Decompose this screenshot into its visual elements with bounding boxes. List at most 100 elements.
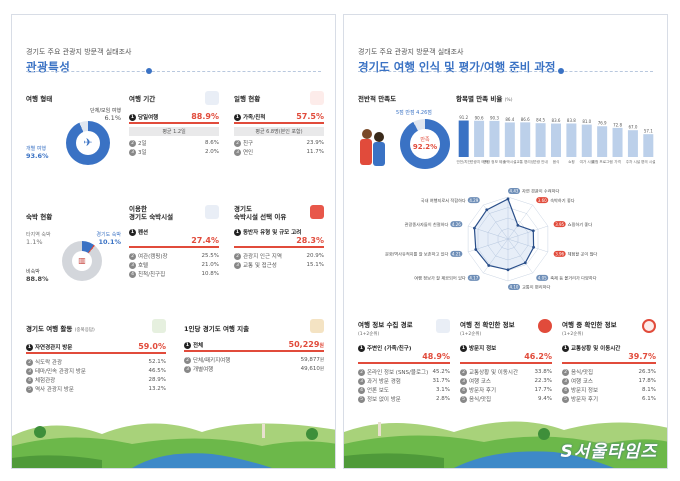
radar-axis [483, 238, 509, 274]
bar-value-label: 83.8 [567, 118, 576, 123]
list-item: 2 친구 23.9% [234, 138, 324, 147]
item-label: 여행 코스 [571, 378, 593, 385]
activity-rows: 2 식도락 관광 52.1% 3 테마/민속 관광지 방문 46.5% 4 체험관광 28.9%… [26, 357, 166, 393]
no-stay-label: 비숙박 88.8% [26, 269, 49, 283]
item-label: 방문자 후기 [571, 396, 599, 403]
item-unit: 원 [319, 366, 324, 372]
item-value: 46.5% [148, 367, 166, 374]
hotel-icon [205, 205, 219, 219]
rank-badge: 3 [129, 261, 136, 269]
item-label: 3일 [138, 149, 147, 156]
list-item: 3 여행 코스 17.8% [562, 376, 656, 385]
item-label: 단체/패키지여행 [193, 357, 231, 364]
lodging-top-value: 27.4% [191, 236, 219, 245]
airplane-icon: ✈ [83, 136, 93, 149]
item-value: 17.7% [534, 386, 552, 393]
location-pin-icon [538, 319, 552, 333]
item-value: 31.7% [432, 377, 450, 384]
gyeonggi-stay-label: 경기도 숙박 10.1% [96, 232, 121, 246]
radar-point [487, 264, 491, 267]
list-item: 4 방문지 정보 8.1% [562, 385, 656, 394]
radar-point [523, 261, 527, 265]
calendar-icon [205, 91, 219, 105]
during-trip-rows: 2 음식/맛집 26.3% 3 여행 코스 17.8% 4 방문지 정보 8.1% 5 방문자 후기… [562, 367, 656, 403]
rank-badge: 3 [562, 377, 569, 385]
radar-value-label: 3.96 [555, 251, 564, 256]
bar-category-label: 가격 [614, 159, 621, 164]
lodging-title: 이용한 경기도 숙박시설 [129, 205, 174, 221]
rank-badge: 4 [460, 386, 467, 394]
radar-value-pill [467, 197, 480, 204]
people-icon [310, 91, 324, 105]
radar-value-pill [508, 284, 520, 290]
item-value: 49,610 [300, 365, 320, 372]
reason-top-bar [234, 246, 324, 248]
radar-axis-label: 문화/역사유적지를 잘 보존하고 있다 [385, 250, 448, 257]
item-label: 방문자 후기 [469, 387, 497, 394]
item-value: 13.2% [148, 385, 166, 392]
radar-value-pill [553, 221, 566, 228]
travelers-illustration [360, 129, 386, 169]
satisfaction-bar [581, 124, 592, 157]
pre-trip-info-title: 여행 전 확인한 정보 (1+2순위) [460, 321, 515, 337]
item-value: 21.0% [201, 261, 219, 268]
radar-axis-label: 숙박하기 좋다 [550, 197, 575, 204]
radar-point [531, 229, 535, 233]
rank-badge: 5 [26, 385, 33, 393]
item-label: 연인 [243, 149, 254, 156]
radar-point [516, 224, 520, 227]
page-header: 경기도 주요 관광지 방문객 실태조사 경기도 여행 인식 및 평가/여행 준비… [358, 47, 653, 75]
item-label: 호텔 [138, 262, 149, 269]
page-header: 경기도 주요 관광지 방문객 실태조사 관광특성 [26, 47, 321, 75]
travel-type-title: 여행 형태 [26, 95, 53, 103]
radar-value-pill [508, 188, 520, 194]
list-item: 3 개별여행 49,610원 [184, 364, 324, 373]
item-label: 식도락 관광 [35, 359, 63, 366]
duration-top-row: 1 당일여행 88.9% [129, 112, 219, 121]
rank-badge: 2 [234, 252, 241, 260]
info-source-top-bar [358, 362, 450, 364]
rank-badge: 2 [184, 356, 191, 364]
bar-category-label: 관광 정보 제공 [483, 159, 506, 164]
item-label: 테마/민속 관광지 방문 [35, 368, 86, 375]
bar-category-label: 관광지 매력 [470, 159, 488, 164]
header-divider [358, 71, 653, 72]
list-item: 4 친척/친구집 10.8% [129, 269, 219, 278]
stay-section: 숙박 현황 타지역 숙박 1.1% 경기도 숙박 10.1% 비숙박 88.8%… [26, 213, 121, 293]
item-value: 23.9% [306, 139, 324, 146]
item-value: 11.7% [306, 148, 324, 155]
item-value: 20.9% [306, 252, 324, 259]
item-value: 6.1% [642, 395, 656, 402]
list-item: 5 정보 없이 방문 2.8% [358, 394, 450, 403]
list-item: 3 교통 및 접근성 15.1% [234, 260, 324, 269]
item-label: 음식/맛집 [571, 369, 594, 376]
item-label: 여행 코스 [469, 378, 491, 385]
phone-icon [436, 319, 450, 333]
item-satisfaction-section: 항목별 만족 비율 (%) 91.2 안전/치안 90.6 관광지 매력 90.3 관광 … [456, 95, 656, 185]
spending-rows: 2 단체/패키지여행 59,877원 3 개별여행 49,610원 [184, 355, 324, 373]
item-value: 3.1% [436, 386, 450, 393]
list-item: 3 과거 방문 경험 31.7% [358, 376, 450, 385]
during-trip-top-bar [562, 362, 656, 364]
item-label: 여관(캠핑)장 [138, 253, 168, 260]
radar-axis [507, 238, 533, 274]
survey-kicker: 경기도 주요 관광지 방문객 실태조사 [26, 48, 132, 56]
list-item: 2 온라인 정보 (SNS/블로그) 45.2% [358, 367, 450, 376]
list-item: 5 방문자 후기 6.1% [562, 394, 656, 403]
item-label: 2일 [138, 140, 147, 147]
other-region-stay-label: 타지역 숙박 1.1% [26, 232, 51, 246]
item-label: 관광지 인근 지역 [243, 253, 282, 260]
lodging-reason-title: 경기도 숙박시설 선택 이유 [234, 205, 287, 221]
bar-value-label: 76.9 [598, 121, 607, 126]
radar-value-pill [450, 221, 463, 228]
activity-top-bar [26, 352, 166, 354]
item-label: 온라인 정보 (SNS/블로그) [367, 369, 429, 376]
pre-trip-top-bar [460, 362, 552, 364]
list-item: 2 단체/패키지여행 59,877원 [184, 355, 324, 364]
overall-satisfaction-section: 전반적 만족도 5점 만점 4.26점 만족 92.2% [358, 95, 453, 195]
landscape-illustration [344, 421, 667, 468]
rank-badge: 4 [358, 386, 365, 394]
info-source-top-row: 1 주변인 (가족/친구) [358, 344, 412, 352]
satisfaction-bar [643, 134, 654, 157]
donut-center: 만족 92.2% [410, 129, 440, 159]
